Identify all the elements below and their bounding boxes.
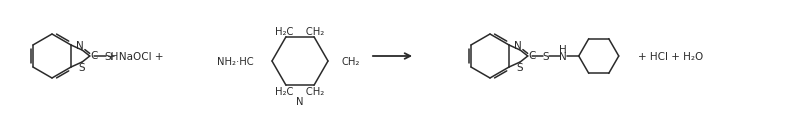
Text: N: N (76, 41, 84, 51)
Text: N: N (558, 52, 566, 61)
Text: C: C (528, 51, 535, 60)
Text: H: H (558, 45, 566, 54)
Text: H₂C    CH₂: H₂C CH₂ (275, 86, 324, 96)
Text: S: S (78, 62, 84, 72)
Text: S: S (515, 62, 522, 72)
Text: NH₂·HC: NH₂·HC (217, 56, 254, 66)
Text: + HCl + H₂O: + HCl + H₂O (637, 52, 702, 61)
Text: N: N (513, 41, 521, 51)
Text: + NaOCl +: + NaOCl + (106, 52, 163, 61)
Text: C: C (91, 51, 98, 60)
Text: CH₂: CH₂ (341, 56, 360, 66)
Text: S: S (542, 52, 548, 61)
Text: H₂C    CH₂: H₂C CH₂ (275, 27, 324, 36)
Text: SH: SH (105, 52, 118, 61)
Text: N: N (296, 96, 303, 106)
